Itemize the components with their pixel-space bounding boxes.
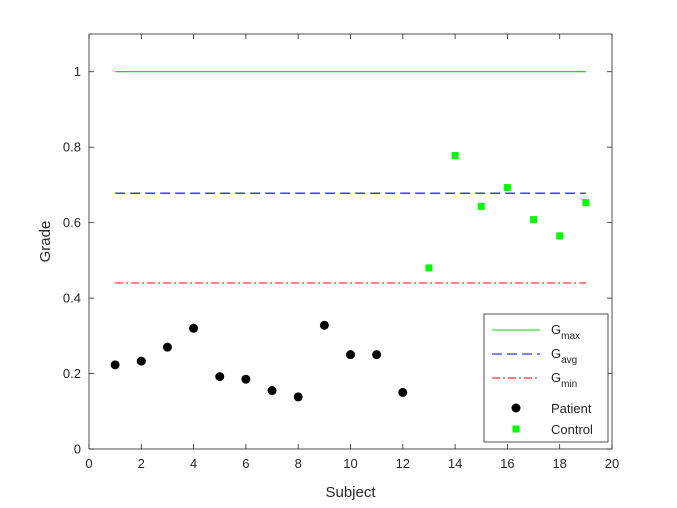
x-tick-label: 4 <box>190 456 197 471</box>
point-patient <box>319 320 329 330</box>
point-control <box>425 264 433 272</box>
x-tick-label: 16 <box>500 456 514 471</box>
y-tick-label: 0 <box>74 442 81 457</box>
x-tick-label: 0 <box>85 456 92 471</box>
x-tick-label: 2 <box>138 456 145 471</box>
data-marks <box>110 71 590 402</box>
point-patient <box>215 372 225 382</box>
y-tick-label: 0.8 <box>63 140 81 155</box>
y-tick-label: 0.6 <box>63 215 81 230</box>
x-tick-label: 20 <box>605 456 619 471</box>
legend-label-g-min: Gmin <box>551 370 577 390</box>
legend-marker-patient <box>511 403 521 413</box>
point-control <box>451 151 459 159</box>
legend-marker-control <box>512 425 520 433</box>
legend-label-patient: Patient <box>551 401 592 416</box>
axes: 0 2 4 6 8 10 12 14 16 18 20 0 0.2 0.4 0.6 0.8 1 <box>63 33 619 471</box>
x-tick-label: 14 <box>448 456 462 471</box>
y-tick-label: 0.4 <box>63 291 81 306</box>
point-patient <box>372 350 382 360</box>
point-patient <box>189 323 199 333</box>
point-control <box>477 202 485 210</box>
point-patient <box>267 386 277 396</box>
point-control <box>503 184 511 192</box>
legend-label-g-avg: Gavg <box>551 346 577 366</box>
point-patient <box>162 342 172 352</box>
point-patient <box>136 356 146 366</box>
legend: Gmax Gavg Gmin Patient Control <box>483 313 609 443</box>
x-axis-label: Subject <box>325 484 376 501</box>
legend-label-g-max: Gmax <box>551 322 580 342</box>
x-tick-label: 6 <box>242 456 249 471</box>
point-control <box>582 199 590 207</box>
y-axis-label: Grade <box>37 221 54 263</box>
point-control <box>556 232 564 240</box>
legend-label-control: Control <box>551 422 593 437</box>
point-control <box>530 216 538 224</box>
x-tick-label: 10 <box>343 456 357 471</box>
point-patient <box>398 387 408 397</box>
y-tick-label: 0.2 <box>63 366 81 381</box>
point-patient <box>241 374 251 384</box>
y-tick-label: 1 <box>74 64 81 79</box>
x-tick-label: 8 <box>295 456 302 471</box>
x-tick-label: 12 <box>396 456 410 471</box>
point-patient <box>110 360 120 370</box>
point-patient <box>293 392 303 402</box>
point-patient <box>346 350 355 360</box>
x-tick-label: 18 <box>552 456 566 471</box>
